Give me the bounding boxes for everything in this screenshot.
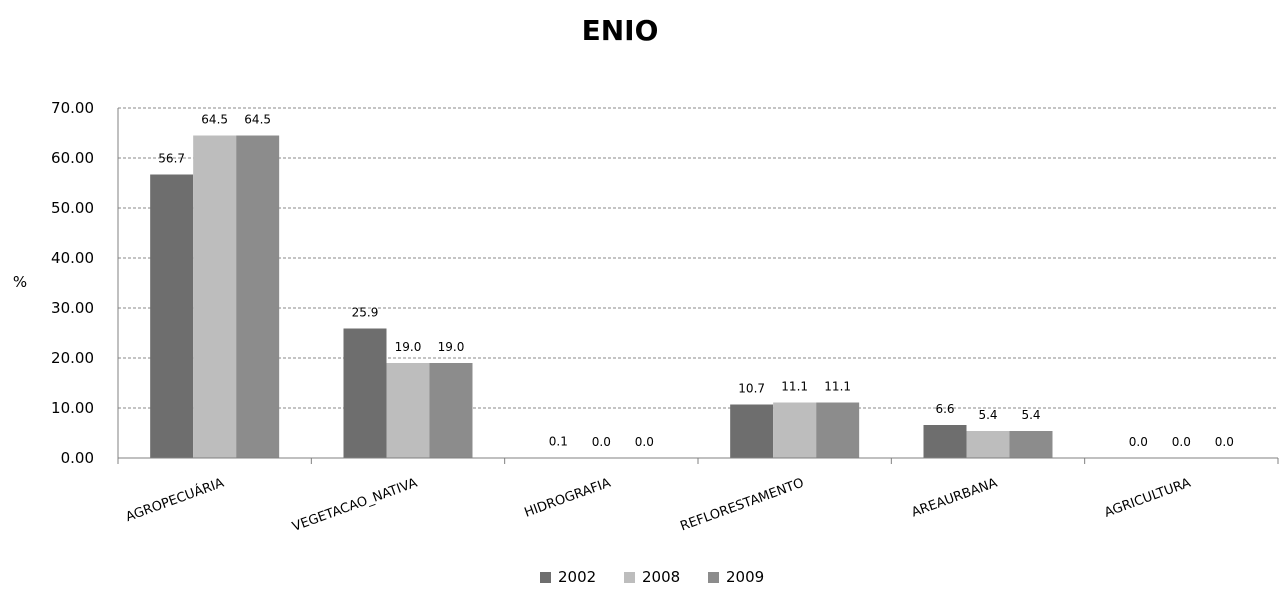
bar-2008 xyxy=(386,363,430,458)
data-label: 11.1 xyxy=(824,380,851,394)
y-axis-label: % xyxy=(13,273,27,291)
bar-2008 xyxy=(773,402,817,458)
data-label: 19.0 xyxy=(438,340,465,354)
bar-2002 xyxy=(923,425,967,458)
legend-label-2009: 2009 xyxy=(726,568,764,586)
bar-2002 xyxy=(343,328,387,458)
bar-2009 xyxy=(1009,431,1053,458)
x-tick-label: REFLORESTAMENTO xyxy=(678,476,806,535)
bar-2009 xyxy=(236,135,280,458)
y-tick-label: 50.00 xyxy=(51,199,94,217)
data-label: 64.5 xyxy=(244,113,271,127)
data-label: 19.0 xyxy=(395,340,422,354)
data-label: 64.5 xyxy=(201,113,228,127)
data-label: 56.7 xyxy=(158,152,185,166)
legend-swatch-2008 xyxy=(624,572,635,583)
data-label: 0.0 xyxy=(1129,435,1148,449)
y-tick-label: 0.00 xyxy=(61,449,94,467)
legend: 2002 2008 2009 xyxy=(540,568,764,586)
data-label: 5.4 xyxy=(1021,408,1040,422)
data-label: 25.9 xyxy=(352,306,379,320)
bars xyxy=(150,135,1053,458)
gridlines xyxy=(118,107,1278,409)
data-label: 0.0 xyxy=(1172,435,1191,449)
data-label: 0.0 xyxy=(592,435,611,449)
x-tick-label: AGROPECUÁRIA xyxy=(123,475,226,525)
y-tick-label: 10.00 xyxy=(51,399,94,417)
data-label: 6.6 xyxy=(935,402,954,416)
chart-title: ENIO xyxy=(582,14,659,47)
legend-swatch-2009 xyxy=(708,572,719,583)
data-labels: 56.7 64.5 64.5 25.9 19.0 19.0 0.1 0.0 0.0 10.7 11.… xyxy=(158,113,1234,450)
y-tick-label: 60.00 xyxy=(51,149,94,167)
data-label: 0.0 xyxy=(1215,435,1234,449)
data-label: 10.7 xyxy=(738,382,765,396)
bar-2009 xyxy=(429,363,473,458)
data-label: 5.4 xyxy=(978,408,997,422)
x-tick-label: VEGETACAO_NATIVA xyxy=(290,476,419,535)
bar-2008 xyxy=(193,135,237,458)
bar-2002 xyxy=(150,174,194,458)
y-tick-label: 20.00 xyxy=(51,349,94,367)
bar-2008 xyxy=(966,431,1010,458)
x-tick-label: AREAURBANA xyxy=(910,476,1000,521)
data-label: 11.1 xyxy=(781,380,808,394)
y-tick-label: 40.00 xyxy=(51,249,94,267)
bar-2002 xyxy=(730,404,774,458)
bar-2009 xyxy=(816,402,860,458)
legend-label-2002: 2002 xyxy=(558,568,596,586)
y-tick-label: 70.00 xyxy=(51,99,94,117)
x-tick-label: AGRICULTURA xyxy=(1103,476,1193,521)
data-label: 0.1 xyxy=(549,435,568,449)
legend-swatch-2002 xyxy=(540,572,551,583)
data-label: 0.0 xyxy=(635,435,654,449)
x-tick-label: HIDROGRAFIA xyxy=(522,476,612,521)
y-tick-label: 30.00 xyxy=(51,299,94,317)
legend-label-2008: 2008 xyxy=(642,568,680,586)
